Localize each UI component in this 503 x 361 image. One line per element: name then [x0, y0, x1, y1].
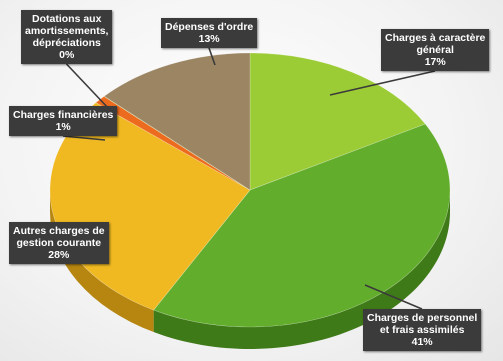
data-label-name: Dotations aux: [32, 13, 102, 25]
pie-slice-4: [103, 95, 251, 191]
data-label-name: gestion courante: [16, 237, 102, 249]
data-label-4: Dotations aux amortissements, dépréciation…: [21, 10, 113, 64]
data-label-3: Charges financières 1%: [9, 106, 118, 136]
leader-line-1: [364, 284, 423, 310]
data-label-name: amortissements,: [25, 25, 109, 37]
data-label-value: 0%: [59, 49, 75, 61]
data-label-1: Charges de personnel et frais assimilés 41…: [363, 309, 482, 351]
data-label-2: Autres charges de gestion courante 28%: [9, 222, 109, 264]
pie-slice-0: [249, 52, 426, 191]
data-label-name: Charges à caractère: [385, 32, 486, 44]
data-label-value: 1%: [55, 121, 71, 133]
data-label-value: 13%: [198, 33, 220, 45]
data-label-value: 41%: [411, 336, 433, 348]
data-label-value: 28%: [48, 249, 70, 261]
data-label-name: et frais assimilés: [379, 324, 465, 336]
data-label-name: Autres charges de: [13, 225, 105, 237]
pie-slice-5: [103, 52, 251, 191]
leader-line-4: [65, 63, 111, 111]
leader-line-3: [62, 135, 106, 141]
leader-line-5: [208, 47, 216, 66]
data-label-name: général: [416, 44, 454, 56]
pie-slice-1: [153, 123, 451, 328]
pie-slices: [49, 52, 451, 328]
data-label-name: dépréciations: [32, 37, 101, 49]
data-label-value: 17%: [424, 56, 446, 68]
data-label-5: Dépenses d'ordre 13%: [161, 18, 258, 48]
data-label-name: Dépenses d'ordre: [165, 21, 254, 33]
data-label-name: Charges financières: [13, 109, 114, 121]
data-label-name: Charges de personnel: [367, 312, 478, 324]
data-label-0: Charges à caractère général 17%: [381, 29, 490, 71]
leader-line-0: [329, 70, 436, 96]
